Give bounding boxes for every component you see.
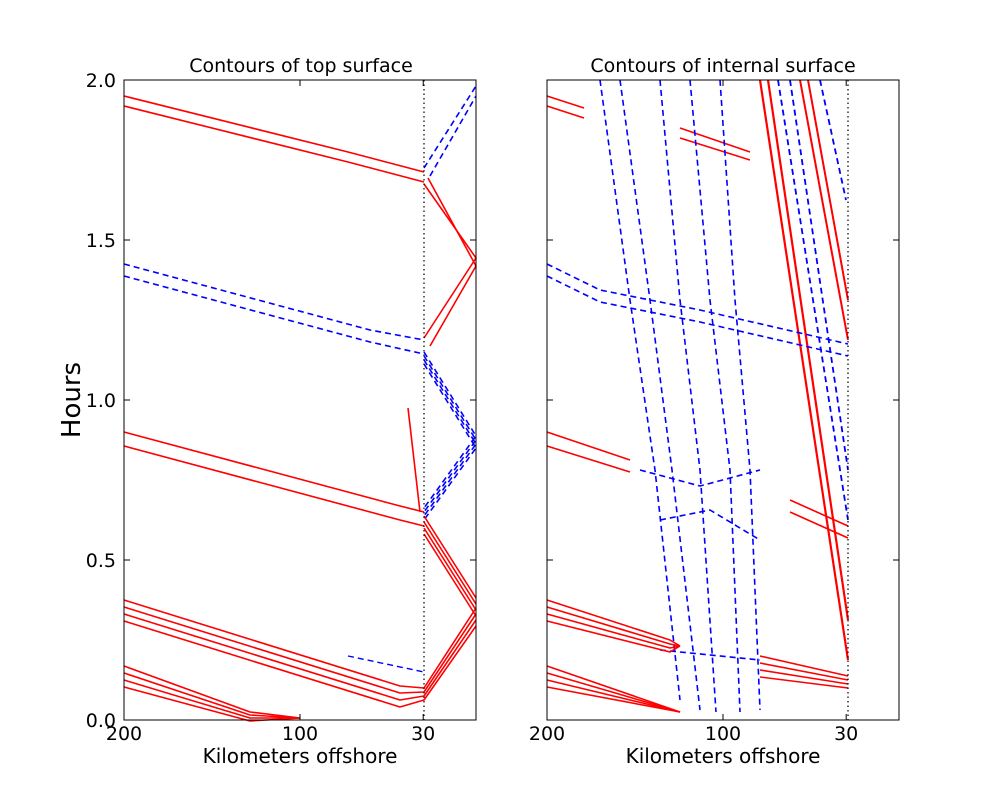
contour-positive (759, 676, 849, 689)
contour-positive (759, 662, 849, 681)
panel-internal-surface: Contours of internal surface 200 100 30 Ki… (529, 55, 900, 768)
contour-positive (123, 672, 301, 719)
contour-positive (546, 672, 681, 713)
contour-negative (423, 363, 477, 521)
contour-positive (789, 499, 849, 527)
contour-positive (546, 620, 681, 653)
contour-positive (546, 613, 681, 649)
contour-positive (123, 613, 477, 701)
contour-positive (679, 127, 751, 153)
y-axis-ticks-right (547, 79, 899, 721)
contour-positive (759, 655, 849, 677)
chart-title-left: Contours of top surface (189, 55, 413, 77)
contour-negative (423, 85, 477, 169)
contour-positive (123, 606, 477, 694)
contour-negative (639, 469, 761, 487)
contour-positive (766, 79, 850, 621)
contour-positive (123, 95, 425, 173)
contour-positive (423, 521, 477, 605)
contour-negative (619, 79, 701, 711)
x-axis-ticks-left: 200 100 30 (106, 80, 435, 745)
contour-positive (759, 669, 849, 685)
y-tick-label: 2.0 (86, 70, 116, 92)
x-tick-label: 30 (411, 723, 435, 745)
chart-title-right: Contours of internal surface (590, 55, 855, 77)
panel-top-surface: Contours of top surface 0.00.51.01.52.0 … (57, 55, 477, 768)
contour-positive (546, 679, 681, 713)
y-axis-ticks: 0.0 0.5 1.0 1.5 2.0 (86, 70, 476, 732)
contour-negative (546, 263, 849, 345)
contour-positive (546, 95, 585, 109)
contour-negative (789, 79, 849, 471)
contour-negative (423, 355, 477, 513)
contour-positive (789, 511, 849, 539)
contour-negative (423, 351, 477, 509)
contour-positive (423, 527, 477, 611)
contour-positive (423, 183, 477, 339)
x-tick-label: 200 (106, 723, 142, 745)
contour-positive (807, 79, 849, 301)
contour-positive (799, 79, 849, 341)
contour-negative (546, 275, 849, 357)
contour-positive (123, 620, 477, 708)
contour-negative (719, 79, 761, 711)
contour-lines-right (546, 79, 850, 713)
contour-positive (123, 445, 425, 527)
x-axis-ticks-right: 200 100 30 (529, 80, 858, 745)
contour-lines-left (123, 85, 477, 722)
contour-positive (123, 665, 301, 719)
contour-positive (423, 533, 477, 617)
y-tick-label: 0.0 (86, 710, 116, 732)
contour-negative (659, 509, 761, 541)
contour-negative (777, 79, 849, 521)
contour-negative (599, 79, 681, 701)
contour-positive (546, 445, 631, 473)
plot-frame-right (546, 79, 900, 721)
y-tick-label: 0.5 (86, 550, 116, 572)
x-axis-label-left: Kilometers offshore (203, 744, 398, 768)
contour-negative (429, 95, 477, 177)
x-tick-label: 30 (834, 723, 858, 745)
contour-positive (546, 665, 681, 713)
contour-negative (659, 79, 717, 713)
y-axis-label: Hours (57, 362, 87, 438)
contour-positive (546, 105, 585, 119)
contour-positive (546, 431, 631, 461)
x-tick-label: 200 (529, 723, 565, 745)
contour-negative (123, 263, 425, 341)
contour-negative (123, 275, 425, 355)
contour-negative (347, 655, 425, 673)
contour-positive (407, 407, 421, 513)
contour-positive (423, 515, 477, 599)
x-tick-label: 100 (705, 723, 741, 745)
contour-negative (689, 79, 741, 713)
contour-positive (758, 79, 850, 661)
contour-positive (123, 599, 477, 689)
contour-negative (819, 79, 847, 201)
contour-positive (123, 679, 300, 719)
x-tick-label: 100 (282, 723, 318, 745)
x-axis-label-right: Kilometers offshore (626, 744, 821, 768)
y-tick-label: 1.0 (86, 390, 116, 412)
y-tick-label: 1.5 (86, 230, 116, 252)
contour-positive (546, 686, 681, 713)
contour-positive (546, 606, 681, 647)
contour-positive (546, 599, 681, 647)
contour-negative (423, 359, 477, 517)
contour-negative (659, 649, 761, 661)
contour-positive (123, 431, 425, 513)
contour-positive (123, 105, 425, 183)
contour-positive (123, 686, 301, 722)
contour-positive (679, 137, 751, 161)
